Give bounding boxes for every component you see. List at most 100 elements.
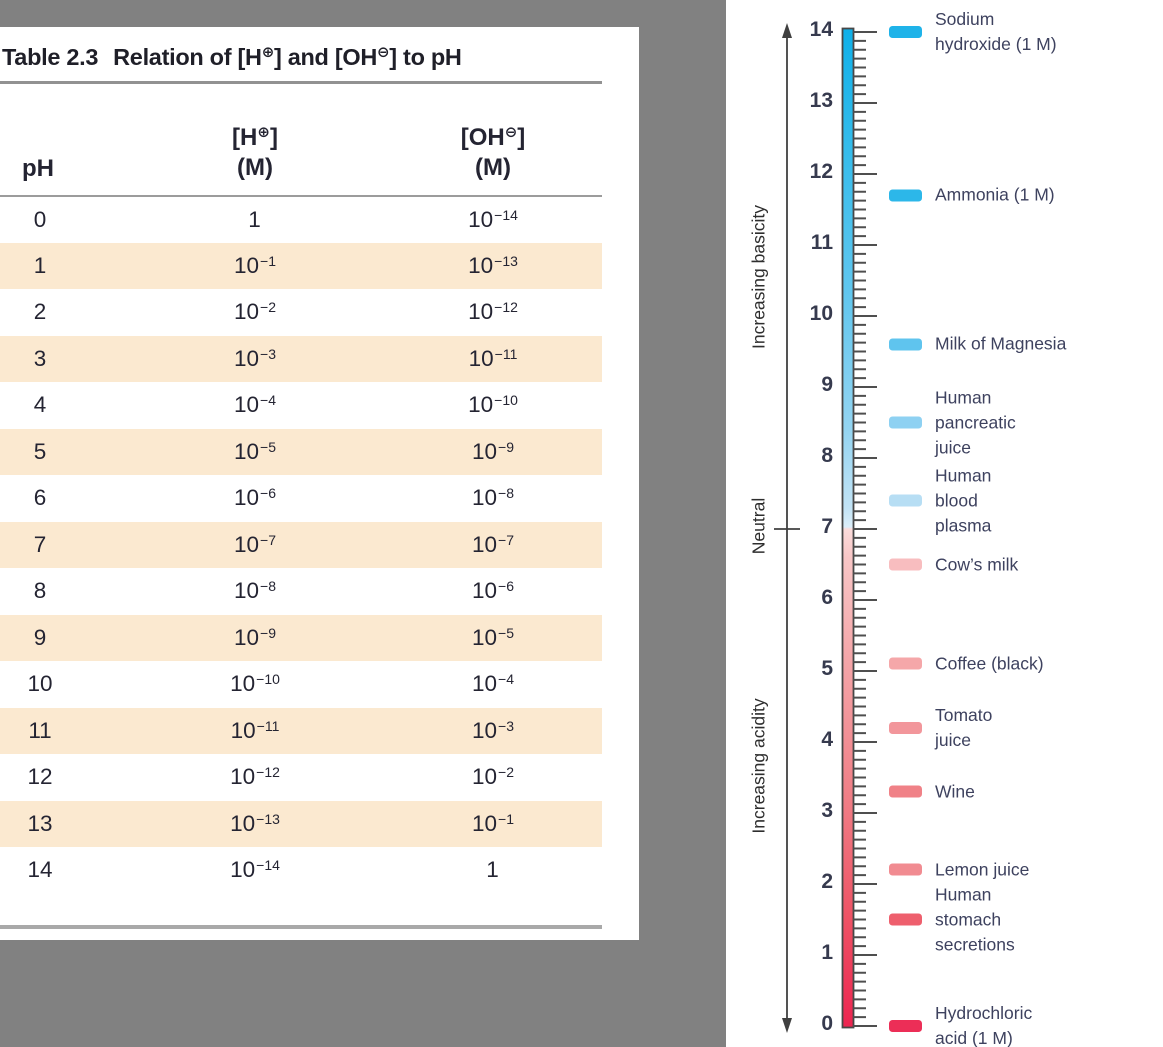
cell-ph: 3 — [33, 345, 47, 371]
cell-h-concentration: 10−6 — [234, 485, 276, 511]
ph-swatch-icon — [889, 1020, 922, 1032]
cell-ph: 11 — [28, 717, 52, 743]
cell-ph: 7 — [33, 531, 47, 557]
ph-scale-figure: Increasing basicity Neutral Increasing a… — [726, 0, 1163, 1047]
ph-scale-graphic — [774, 23, 877, 1033]
cell-oh-concentration: 10−8 — [472, 485, 514, 511]
table-row: 4 10−4 10−10 — [0, 382, 602, 429]
ph-table-body: 0 1 10−14 1 10−1 10−13 2 10−2 10−12 3 10… — [0, 196, 602, 894]
plus-circle-symbol: ⊕ — [261, 44, 275, 61]
cell-oh-concentration: 10−9 — [472, 438, 514, 464]
ph-swatch-icon — [889, 558, 922, 571]
substance-marker: Hydrochloric acid (1 M) — [889, 1001, 1032, 1047]
molar-unit: (M) — [237, 154, 273, 181]
table-row: 5 10−5 10−9 — [0, 428, 602, 475]
scale-number: 11 — [810, 231, 833, 254]
table-row: 7 10−7 10−7 — [0, 521, 602, 568]
cell-h-concentration: 10−5 — [234, 438, 276, 464]
scale-number: 14 — [809, 18, 833, 41]
cell-h-concentration: 10−14 — [230, 857, 280, 883]
ph-swatch-icon — [889, 721, 922, 734]
ph-table: pH [H⊕] (M) [OH⊖] (M) 0 1 10−14 1 10−1 1… — [0, 84, 602, 894]
scale-number: 5 — [821, 657, 833, 680]
scale-number: 1 — [821, 941, 833, 964]
ph-swatch-icon — [889, 913, 922, 926]
col-header-h-concentration: [H⊕] (M) — [80, 84, 430, 197]
cell-oh-concentration: 10−7 — [472, 531, 514, 557]
ph-gradient-bar — [841, 27, 855, 1029]
cell-h-concentration: 10−4 — [234, 392, 276, 418]
cell-ph: 10 — [27, 671, 53, 697]
cell-oh-concentration: 10−1 — [472, 810, 514, 836]
cell-h-concentration: 10−12 — [230, 764, 280, 790]
down-arrowhead-icon — [782, 1018, 792, 1033]
cell-oh-concentration: 1 — [486, 857, 499, 883]
substance-label: Coffee (black) — [935, 653, 1044, 674]
ph-swatch-icon — [889, 494, 922, 507]
substance-label: Human stomach secretions — [935, 884, 1015, 954]
substance-marker: Milk of Magnesia — [889, 332, 1066, 357]
scale-number: 6 — [821, 586, 833, 609]
substance-marker: Human pancreatic juice — [889, 385, 1016, 460]
minus-circle-symbol: ⊖ — [504, 124, 518, 141]
increasing-acidity-label: Increasing acidity — [748, 698, 769, 834]
table-row: 12 10−12 10−2 — [0, 754, 602, 801]
scale-number: 4 — [821, 728, 833, 751]
table-row: 3 10−3 10−11 — [0, 335, 602, 382]
cell-oh-concentration: 10−5 — [472, 624, 514, 650]
table-row: 14 10−14 1 — [0, 847, 602, 894]
table-number: Table 2.3 — [2, 44, 99, 70]
up-arrowhead-icon — [782, 23, 792, 38]
title-rule — [0, 81, 602, 84]
scale-number: 3 — [821, 799, 833, 822]
cell-ph: 14 — [27, 857, 53, 883]
ph-swatch-icon — [889, 338, 922, 351]
substance-label: Milk of Magnesia — [935, 333, 1067, 354]
minus-circle-symbol: ⊖ — [377, 44, 390, 61]
cell-oh-concentration: 10−11 — [468, 345, 518, 371]
cell-ph: 6 — [33, 485, 47, 511]
scale-number: 0 — [821, 1012, 833, 1035]
substance-label: Lemon juice — [935, 859, 1030, 880]
table-row: 10 10−10 10−4 — [0, 661, 602, 708]
cell-oh-concentration: 10−4 — [472, 671, 514, 697]
scale-number: 8 — [821, 444, 833, 467]
substance-marker: Ammonia (1 M) — [889, 183, 1055, 208]
cell-h-concentration: 1 — [248, 206, 261, 232]
table-row: 0 1 10−14 — [0, 196, 602, 243]
cell-ph: 13 — [27, 810, 53, 836]
cell-h-concentration: 10−2 — [234, 299, 276, 325]
scale-number: 13 — [809, 89, 833, 112]
scale-number: 12 — [809, 160, 833, 183]
ph-swatch-icon — [889, 416, 922, 429]
col-header-ph: pH — [0, 84, 80, 197]
cell-ph: 0 — [33, 206, 47, 232]
cell-h-concentration: 10−3 — [234, 345, 276, 371]
cell-h-concentration: 10−13 — [230, 810, 280, 836]
cell-oh-concentration: 10−2 — [472, 764, 514, 790]
substance-label: Human pancreatic juice — [935, 387, 1016, 457]
table-title-text: Relation of [H⊕] and [OH⊖] to pH — [113, 44, 462, 70]
ph-swatch-icon — [889, 189, 922, 202]
table-title: Table 2.3 Relation of [H⊕] and [OH⊖] to p… — [0, 27, 639, 71]
substance-marker: Human stomach secretions — [889, 882, 1015, 957]
substance-label: Wine — [935, 781, 975, 802]
header-row: pH [H⊕] (M) [OH⊖] (M) — [0, 84, 602, 197]
table-bottom-rule — [0, 924, 602, 929]
table-row: 1 10−1 10−13 — [0, 242, 602, 289]
molar-unit: (M) — [475, 154, 511, 181]
scale-number: 7 — [821, 515, 833, 538]
substance-label: Cow’s milk — [935, 554, 1019, 574]
substance-marker: Cow’s milk — [889, 552, 1018, 577]
increasing-basicity-label: Increasing basicity — [748, 205, 769, 349]
table-row: 11 10−11 10−3 — [0, 707, 602, 754]
table-row: 6 10−6 10−8 — [0, 475, 602, 522]
substance-marker: Sodium hydroxide (1 M) — [889, 7, 1057, 57]
scale-number: 2 — [821, 870, 833, 893]
table-row: 8 10−8 10−6 — [0, 568, 602, 615]
cell-oh-concentration: 10−12 — [468, 299, 518, 325]
cell-oh-concentration: 10−13 — [468, 252, 518, 278]
ph-table-panel: Table 2.3 Relation of [H⊕] and [OH⊖] to p… — [0, 27, 639, 940]
table-row: 9 10−9 10−5 — [0, 614, 602, 661]
cell-ph: 4 — [33, 392, 47, 418]
